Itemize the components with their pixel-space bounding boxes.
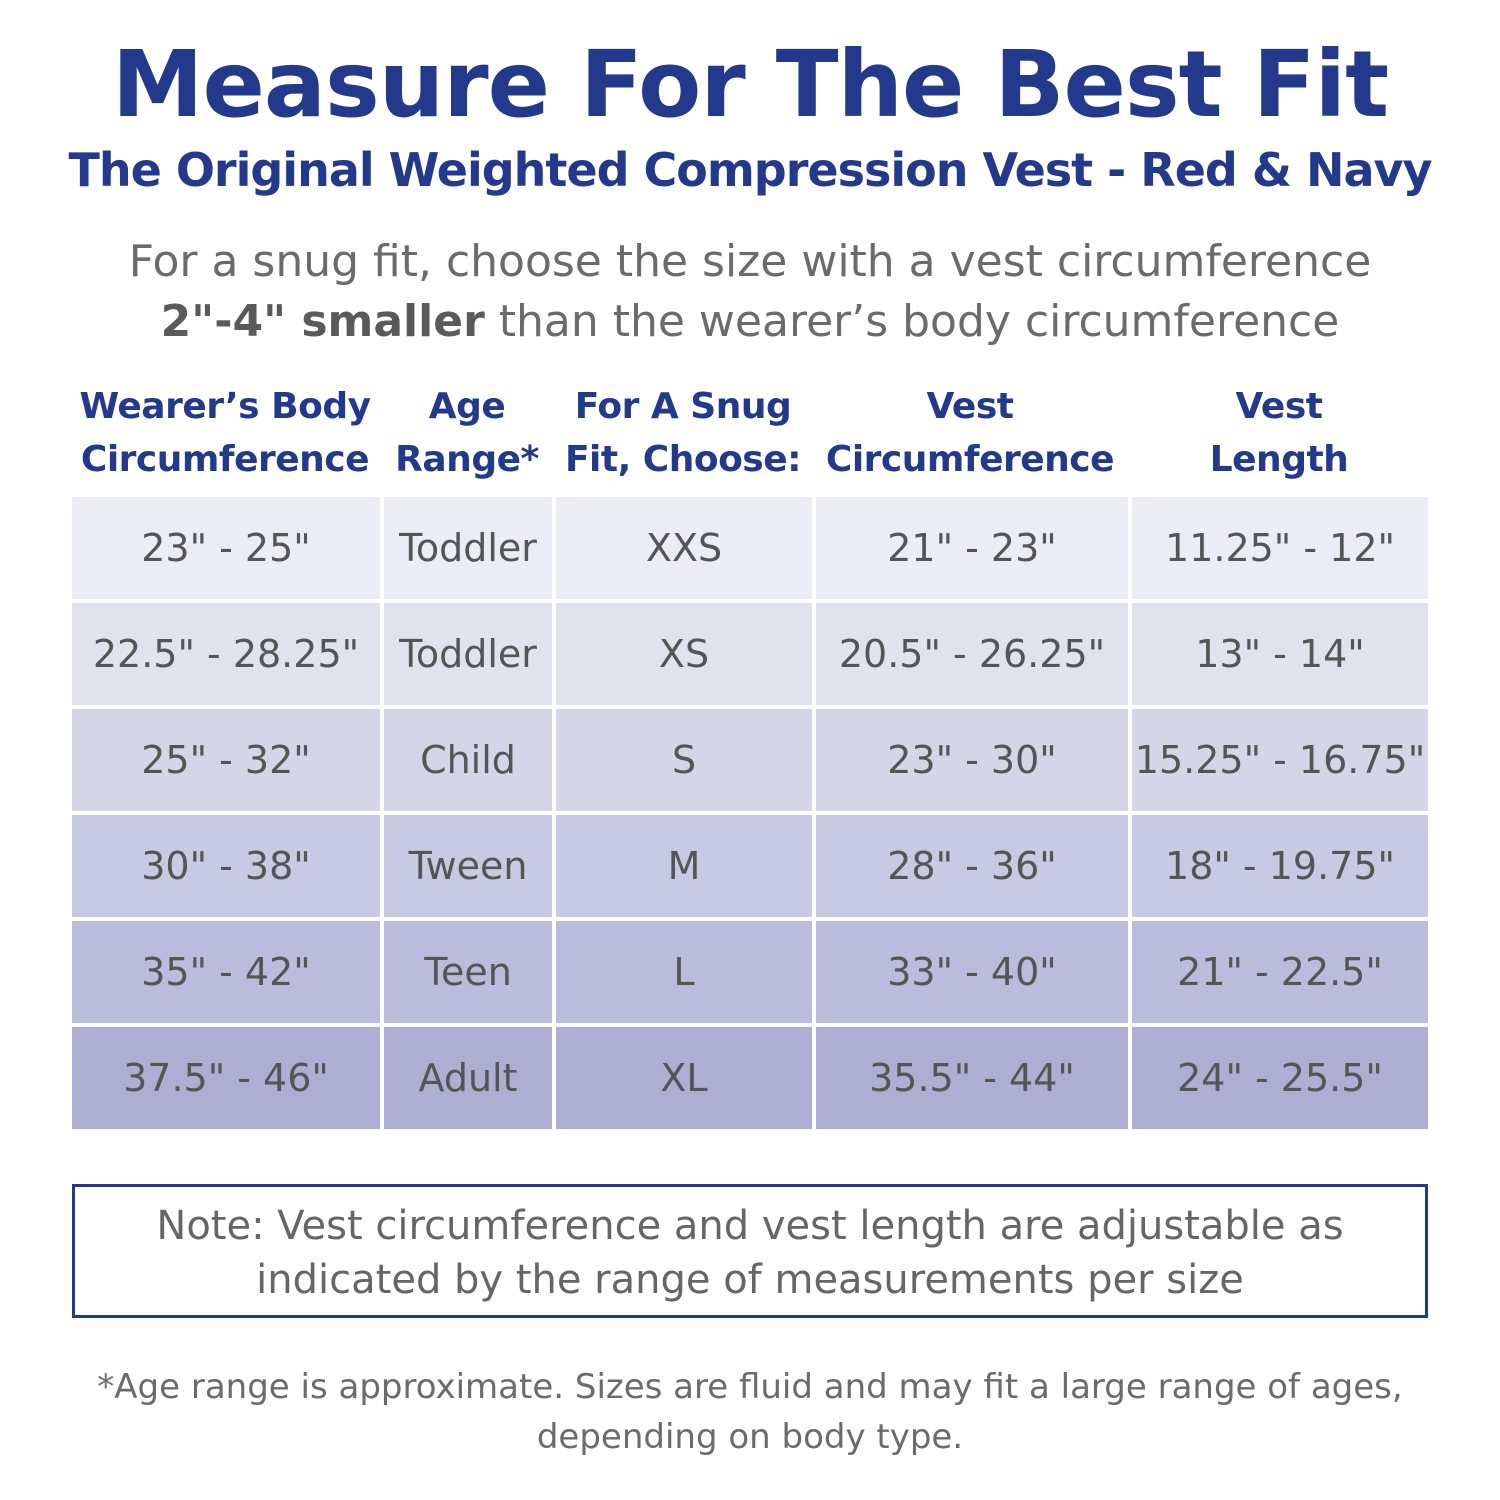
cell-vest-circumference: 23" - 30" [816,709,1128,811]
header-line-2: Circumference [825,439,1115,480]
age-range-footnote: *Age range is approximate. Sizes are flu… [0,1362,1500,1462]
cell-age-range: Child [384,709,552,811]
fit-instructions-line-1: For a snug fit, choose the size with a v… [128,236,1372,287]
header-line-2: Length [1209,439,1349,480]
header-line-2: Range* [395,439,539,480]
cell-age-range: Teen [384,921,552,1023]
cell-vest-length: 18" - 19.75" [1132,815,1428,917]
cell-vest-circumference: 35.5" - 44" [816,1027,1128,1129]
cell-vest-circumference: 20.5" - 26.25" [816,603,1128,705]
footnote-line-2: depending on body type. [536,1417,964,1457]
header-line-1: Vest [926,386,1014,427]
cell-size: XXS [556,497,812,599]
fit-instructions: For a snug fit, choose the size with a v… [0,232,1500,352]
header-line-1: Wearer’s Body [79,386,371,427]
cell-age-range: Toddler [384,497,552,599]
cell-body-circumference: 35" - 42" [72,921,380,1023]
adjustability-note: Note: Vest circumference and vest length… [72,1184,1428,1318]
header-line-1: Vest [1235,386,1323,427]
header-body-circumference: Wearer’s Body Circumference [72,380,378,490]
cell-age-range: Toddler [384,603,552,705]
header-size-choice: For A Snug Fit, Choose: [556,380,810,490]
note-line-1: Note: Vest circumference and vest length… [156,1203,1344,1249]
table-row: 35" - 42" Teen L 33" - 40" 21" - 22.5" [72,921,1428,1023]
cell-size: XS [556,603,812,705]
note-line-2: indicated by the range of measurements p… [256,1257,1244,1303]
footnote-line-1: *Age range is approximate. Sizes are flu… [97,1367,1403,1407]
table-row: 37.5" - 46" Adult XL 35.5" - 44" 24" - 25.5" [72,1027,1428,1129]
cell-size: S [556,709,812,811]
cell-body-circumference: 30" - 38" [72,815,380,917]
cell-age-range: Adult [384,1027,552,1129]
fit-instructions-emphasis: 2"-4" smaller [160,296,485,347]
cell-vest-circumference: 28" - 36" [816,815,1128,917]
header-age-range: Age Range* [382,380,552,490]
header-line-2: Fit, Choose: [564,439,802,480]
cell-age-range: Tween [384,815,552,917]
table-row: 25" - 32" Child S 23" - 30" 15.25" - 16.75" [72,709,1428,811]
cell-size: M [556,815,812,917]
page-subtitle: The Original Weighted Compression Vest -… [68,143,1432,197]
cell-vest-length: 24" - 25.5" [1132,1027,1428,1129]
header-vest-length: Vest Length [1130,380,1428,490]
fit-instructions-rest: than the wearer’s body circumference [484,296,1340,347]
cell-vest-length: 21" - 22.5" [1132,921,1428,1023]
page-title: Measure For The Best Fit [111,31,1389,138]
cell-vest-length: 13" - 14" [1132,603,1428,705]
cell-body-circumference: 22.5" - 28.25" [72,603,380,705]
cell-body-circumference: 37.5" - 46" [72,1027,380,1129]
size-table-header: Wearer’s Body Circumference Age Range* F… [72,380,1428,490]
cell-body-circumference: 23" - 25" [72,497,380,599]
table-row: 30" - 38" Tween M 28" - 36" 18" - 19.75" [72,815,1428,917]
cell-size: L [556,921,812,1023]
table-row: 23" - 25" Toddler XXS 21" - 23" 11.25" - 12" [72,497,1428,599]
cell-vest-circumference: 33" - 40" [816,921,1128,1023]
header-line-2: Circumference [80,439,370,480]
cell-body-circumference: 25" - 32" [72,709,380,811]
header-vest-circumference: Vest Circumference [814,380,1126,490]
cell-size: XL [556,1027,812,1129]
cell-vest-length: 11.25" - 12" [1132,497,1428,599]
fit-instructions-line-2: 2"-4" smaller than the wearer’s body cir… [0,292,1500,352]
header-line-1: Age [428,386,506,427]
table-row: 22.5" - 28.25" Toddler XS 20.5" - 26.25" 13"… [72,603,1428,705]
cell-vest-circumference: 21" - 23" [816,497,1128,599]
size-table: 23" - 25" Toddler XXS 21" - 23" 11.25" - 12"… [72,497,1428,1131]
cell-vest-length: 15.25" - 16.75" [1132,709,1428,811]
header-line-1: For A Snug [574,386,792,427]
